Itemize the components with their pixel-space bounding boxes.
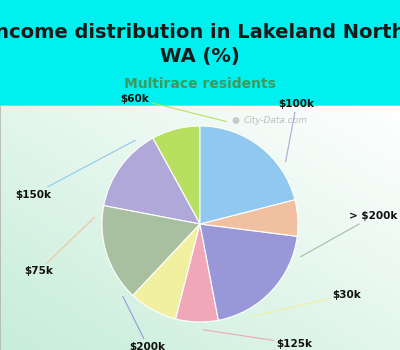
Text: > $200k: > $200k <box>301 211 397 257</box>
Wedge shape <box>176 224 218 322</box>
Text: $30k: $30k <box>251 289 361 317</box>
Text: $125k: $125k <box>203 330 312 349</box>
Text: $75k: $75k <box>24 217 94 276</box>
Wedge shape <box>200 126 295 224</box>
Wedge shape <box>133 224 200 319</box>
Wedge shape <box>104 138 200 224</box>
Text: $60k: $60k <box>120 93 226 121</box>
Text: $100k: $100k <box>278 99 314 162</box>
Text: ●: ● <box>232 116 240 125</box>
Text: Income distribution in Lakeland North,
WA (%): Income distribution in Lakeland North, W… <box>0 23 400 65</box>
Text: City-Data.com: City-Data.com <box>244 116 308 125</box>
Wedge shape <box>102 206 200 295</box>
Text: Multirace residents: Multirace residents <box>124 77 276 91</box>
Wedge shape <box>153 126 200 224</box>
Text: $200k: $200k <box>123 296 166 350</box>
Wedge shape <box>200 224 297 320</box>
Wedge shape <box>200 199 298 236</box>
Text: $150k: $150k <box>15 140 135 199</box>
